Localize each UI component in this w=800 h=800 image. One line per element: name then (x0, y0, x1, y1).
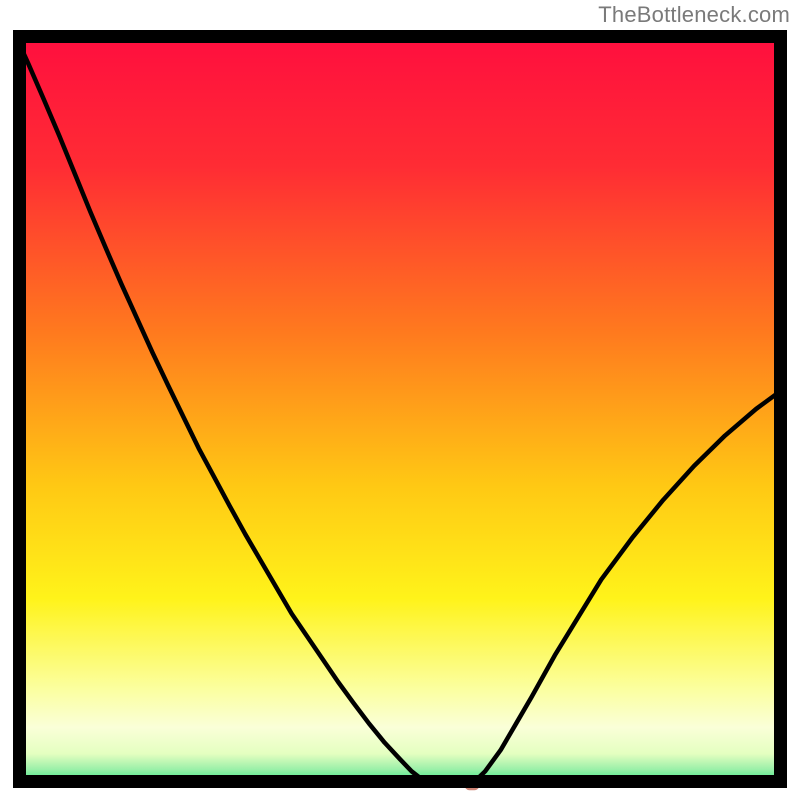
chart-container: { "attribution": "TheBottleneck.com", "c… (0, 0, 800, 800)
bottleneck-chart (0, 0, 800, 800)
gradient-background (13, 30, 787, 788)
attribution-text: TheBottleneck.com (598, 2, 790, 28)
